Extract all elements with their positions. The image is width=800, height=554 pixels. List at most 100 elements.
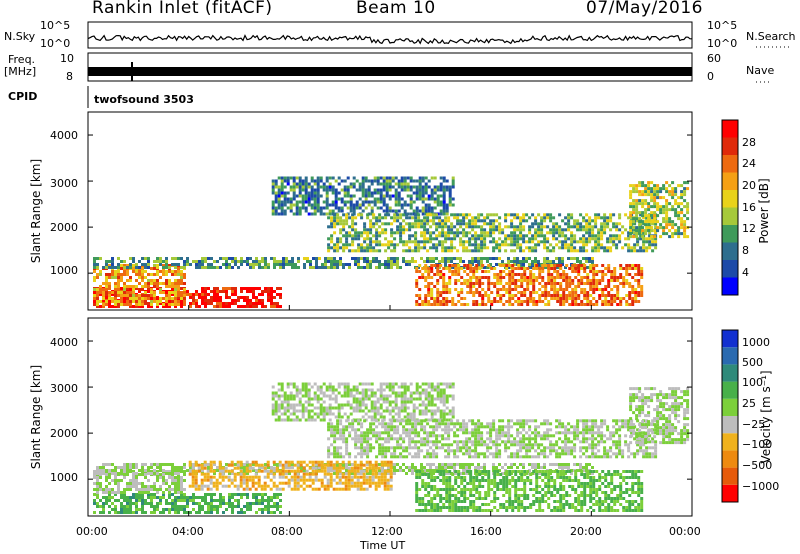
scatter-cell-0-4 [339,216,343,220]
scatter-cell-1-4 [378,422,382,426]
scatter-cell-0-5 [496,282,500,285]
scatter-cell-0-0 [228,296,231,299]
scatter-cell-0-6 [632,187,636,191]
scatter-cell-0-6 [635,208,639,212]
scatter-cell-1-3 [352,394,356,398]
scatter-cell-1-2 [117,466,120,469]
scatter-cell-0-5 [478,294,482,297]
scatter-cell-0-6 [671,187,675,191]
scatter-cell-0-4 [585,225,589,229]
scatter-cell-1-1 [159,473,162,476]
scatter-cell-0-4 [420,234,424,238]
scatter-cell-0-2 [462,266,465,269]
scatter-cell-1-1 [147,491,150,494]
scatter-cell-0-4 [351,222,355,226]
scatter-cell-1-4 [333,440,337,444]
scatter-cell-0-3 [442,203,446,207]
scatter-cell-0-4 [585,249,589,253]
scatter-cell-0-5 [604,297,608,300]
scatter-cell-0-4 [468,213,472,217]
scatter-cell-1-0 [171,505,174,508]
scatter-cell-1-4 [345,428,349,432]
scatter-cell-0-0 [102,299,105,302]
scatter-cell-1-0 [141,511,144,514]
scatter-cell-0-1 [141,285,144,288]
scatter-cell-1-3 [439,382,443,386]
scatter-cell-0-4 [576,222,580,226]
scatter-cell-0-0 [237,296,240,299]
scatter-cell-0-1 [120,303,123,306]
scatter-cell-1-0 [156,505,159,508]
scatter-cell-0-1 [117,288,120,291]
scatter-cell-0-5 [487,276,491,279]
scatter-cell-1-0 [219,493,222,496]
scatter-cell-0-4 [474,246,478,250]
scatter-cell-0-1 [180,273,183,276]
scatter-cell-0-3 [403,209,407,213]
scatter-cell-1-4 [348,455,352,459]
scatter-cell-1-4 [345,449,349,453]
scatter-cell-0-1 [177,279,180,282]
scatter-cell-0-6 [635,235,639,239]
scatter-cell-0-2 [111,260,114,263]
scatter-cell-0-3 [292,188,296,192]
scatter-cell-0-3 [391,185,395,189]
scatter-cell-0-4 [522,219,526,223]
scatter-cell-0-6 [656,187,660,191]
scatter-cell-0-4 [441,225,445,229]
scatter-cell-1-3 [436,406,440,410]
scatter-cell-0-5 [544,297,548,300]
scatter-cell-0-4 [495,219,499,223]
scatter-cell-0-4 [627,231,631,235]
scatter-cell-0-2 [96,266,99,269]
scatter-cell-0-4 [591,225,595,229]
scatter-cell-1-3 [280,394,284,398]
scatter-cell-0-5 [502,276,506,279]
scatter-cell-0-2 [498,257,501,260]
scatter-cell-0-4 [492,228,496,232]
scatter-cell-0-2 [408,263,411,266]
scatter-cell-0-0 [276,302,279,305]
scatter-cell-1-3 [424,409,428,413]
scatter-cell-0-5 [421,300,425,303]
scatter-cell-1-4 [369,446,373,450]
scatter-cell-1-0 [231,511,234,514]
scatter-cell-1-2 [528,463,531,466]
scatter-cell-0-4 [528,246,532,250]
scatter-cell-1-3 [406,400,410,404]
scatter-cell-0-3 [295,212,299,216]
scatter-cell-0-5 [604,273,608,276]
scatter-cell-0-5 [451,270,455,273]
scatter-cell-1-1 [150,470,153,473]
scatter-cell-1-2 [99,469,102,472]
scatter-cell-0-4 [402,213,406,217]
scatter-cell-1-2 [111,469,114,472]
scatter-cell-1-4 [366,437,370,441]
scatter-cell-0-5 [526,288,530,291]
scatter-cell-1-3 [310,403,314,407]
scatter-cell-1-1 [105,491,108,494]
scatter-cell-0-5 [457,291,461,294]
scatter-cell-0-3 [418,185,422,189]
scatter-cell-0-4 [447,249,451,253]
scatter-cell-0-3 [424,176,428,180]
scatter-cell-1-3 [376,406,380,410]
scatter-cell-0-3 [307,203,311,207]
scatter-cell-0-4 [621,231,625,235]
scatter-cell-1-2 [426,463,429,466]
scatter-cell-0-6 [641,211,645,215]
scatter-cell-1-1 [129,488,132,491]
scatter-cell-0-2 [558,257,561,260]
scatter-cell-0-5 [550,264,554,267]
scatter-cell-1-3 [451,412,455,416]
scatter-cell-0-4 [426,249,430,253]
scatter-cell-0-4 [504,240,508,244]
scatter-cell-0-6 [635,226,639,230]
scatter-cell-0-0 [126,296,129,299]
scatter-cell-0-4 [645,225,649,229]
scatter-cell-0-3 [283,194,287,198]
scatter-cell-1-0 [159,511,162,514]
scatter-cell-1-3 [424,382,428,386]
scatter-cell-0-4 [336,237,340,241]
scatter-cell-1-3 [301,385,305,389]
